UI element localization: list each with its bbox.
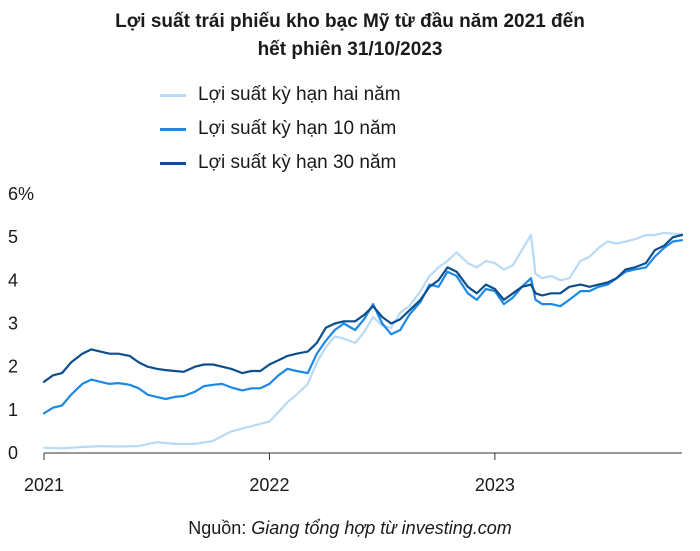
y-tick-label: 0 [8, 443, 18, 463]
y-tick-label: 3 [8, 314, 18, 334]
source-note: Nguồn: Giang tổng hợp từ investing.com [0, 518, 700, 539]
source-prefix: Nguồn: [188, 518, 252, 538]
y-tick-label: 2 [8, 357, 18, 377]
series-line-30y [42, 233, 684, 383]
x-tick-label: 2021 [24, 475, 64, 495]
chart-title-line-1: Lợi suất trái phiếu kho bạc Mỹ từ đầu nă… [115, 11, 585, 32]
legend-item-10y: Lợi suất kỳ hạn 10 năm [160, 112, 401, 146]
legend-label-30y: Lợi suất kỳ hạn 30 năm [198, 152, 397, 173]
source-text: Giang tổng hợp từ investing.com [251, 518, 512, 538]
legend-item-2y: Lợi suất kỳ hạn hai năm [160, 78, 401, 112]
x-tick-label: 2022 [249, 475, 289, 495]
axes: 0 1 2 3 4 5 6% 2021 2022 2023 [8, 184, 682, 495]
y-tick-label: 6% [8, 184, 34, 204]
series-layer [42, 231, 684, 450]
legend-label-2y: Lợi suất kỳ hạn hai năm [198, 84, 401, 105]
legend-label-10y: Lợi suất kỳ hạn 10 năm [198, 118, 397, 139]
legend-swatch-10y [160, 127, 186, 131]
legend-swatch-30y [160, 161, 186, 165]
y-tick-label: 5 [8, 227, 18, 247]
x-tick-label: 2023 [475, 475, 515, 495]
legend: Lợi suất kỳ hạn hai năm Lợi suất kỳ hạn … [160, 78, 401, 180]
legend-item-30y: Lợi suất kỳ hạn 30 năm [160, 146, 401, 180]
series-line-2y [42, 231, 684, 450]
series-line-10y [42, 239, 684, 415]
legend-swatch-2y [160, 93, 186, 97]
chart-title: Lợi suất trái phiếu kho bạc Mỹ từ đầu nă… [0, 8, 700, 64]
y-tick-label: 1 [8, 400, 18, 420]
chart-title-line-2: hết phiên 31/10/2023 [257, 39, 443, 60]
y-tick-label: 4 [8, 270, 18, 290]
